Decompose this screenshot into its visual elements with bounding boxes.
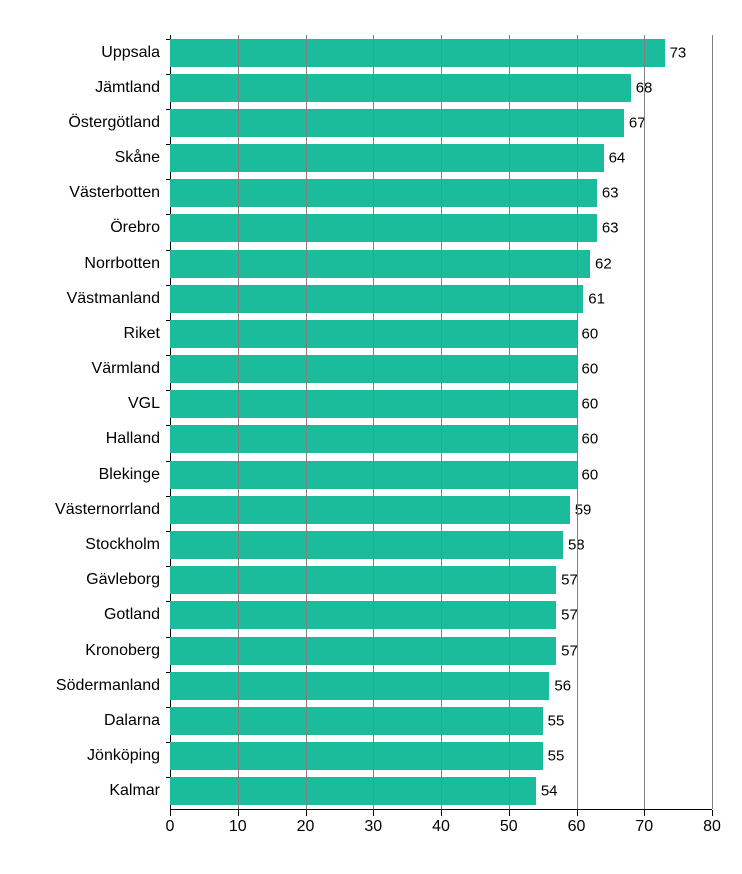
value-label: 64 [609, 150, 626, 167]
category-label: Dalarna [20, 712, 160, 730]
value-label: 60 [582, 431, 599, 448]
x-tick [712, 810, 713, 816]
x-tick [644, 810, 645, 816]
value-label: 57 [561, 642, 578, 659]
category-label: Uppsala [20, 44, 160, 62]
value-label: 63 [602, 220, 619, 237]
bar: 68 [170, 74, 631, 102]
bar: 55 [170, 707, 543, 735]
x-tick-label: 70 [635, 818, 653, 836]
x-tick-label: 10 [229, 818, 247, 836]
bar: 73 [170, 39, 665, 67]
gridline [577, 35, 578, 809]
category-label: Gävleborg [20, 571, 160, 589]
x-tick [373, 810, 374, 816]
value-label: 73 [670, 44, 687, 61]
value-label: 55 [548, 748, 565, 765]
category-label: Gotland [20, 606, 160, 624]
gridline [712, 35, 713, 809]
bar: 54 [170, 777, 536, 805]
x-tick [509, 810, 510, 816]
category-label: Kalmar [20, 782, 160, 800]
x-tick-label: 30 [364, 818, 382, 836]
category-label: Södermanland [20, 677, 160, 695]
bar: 62 [170, 250, 590, 278]
category-label: Västerbotten [20, 184, 160, 202]
x-tick [441, 810, 442, 816]
category-label: Stockholm [20, 536, 160, 554]
gridline [306, 35, 307, 809]
bar: 63 [170, 214, 597, 242]
value-label: 55 [548, 712, 565, 729]
category-label: Riket [20, 325, 160, 343]
value-label: 62 [595, 255, 612, 272]
category-label: Blekinge [20, 466, 160, 484]
x-tick-label: 80 [703, 818, 721, 836]
value-label: 60 [582, 325, 599, 342]
bar: 64 [170, 144, 604, 172]
bar: 63 [170, 179, 597, 207]
bar: 58 [170, 531, 563, 559]
value-label: 60 [582, 466, 599, 483]
category-label: Värmland [20, 360, 160, 378]
bar: 57 [170, 601, 556, 629]
value-label: 61 [588, 290, 605, 307]
x-tick-label: 60 [568, 818, 586, 836]
category-label: Västmanland [20, 290, 160, 308]
value-label: 57 [561, 607, 578, 624]
gridline [373, 35, 374, 809]
bar: 61 [170, 285, 583, 313]
value-label: 60 [582, 396, 599, 413]
bar: 55 [170, 742, 543, 770]
value-label: 56 [554, 677, 571, 694]
x-tick-label: 0 [166, 818, 175, 836]
category-label: Jönköping [20, 747, 160, 765]
gridline [441, 35, 442, 809]
category-label: Jämtland [20, 79, 160, 97]
gridline [238, 35, 239, 809]
category-label: VGL [20, 395, 160, 413]
x-tick [577, 810, 578, 816]
category-label: Västernorrland [20, 501, 160, 519]
x-tick [170, 810, 171, 816]
gridline [644, 35, 645, 809]
bar: 57 [170, 637, 556, 665]
bar: 56 [170, 672, 549, 700]
category-label: Örebro [20, 219, 160, 237]
x-axis: 01020304050607080 [170, 809, 712, 834]
value-label: 54 [541, 783, 558, 800]
gridline [509, 35, 510, 809]
x-tick [306, 810, 307, 816]
value-label: 60 [582, 361, 599, 378]
value-label: 63 [602, 185, 619, 202]
x-tick [238, 810, 239, 816]
category-label: Kronoberg [20, 642, 160, 660]
x-tick-label: 20 [297, 818, 315, 836]
value-label: 67 [629, 114, 646, 131]
chart-plot-area: Uppsala73Jämtland68Östergötland67Skåne64… [170, 35, 712, 809]
bar: 57 [170, 566, 556, 594]
x-tick-label: 40 [432, 818, 450, 836]
category-label: Östergötland [20, 114, 160, 132]
value-label: 57 [561, 572, 578, 589]
bar: 59 [170, 496, 570, 524]
category-label: Skåne [20, 149, 160, 167]
bar-chart: Uppsala 73 Jämtland 68 Östergötland 67 Skåne 64… [20, 20, 742, 854]
category-label: Halland [20, 430, 160, 448]
category-label: Norrbotten [20, 255, 160, 273]
x-tick-label: 50 [500, 818, 518, 836]
